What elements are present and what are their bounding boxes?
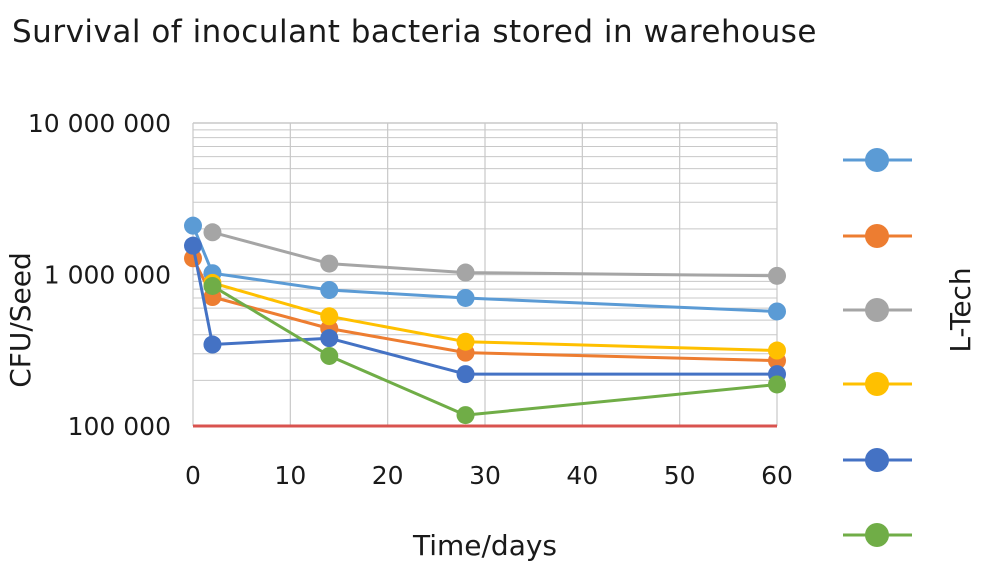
data-point: [203, 276, 222, 295]
series-1: [184, 216, 786, 321]
x-tick-label: 0: [185, 461, 201, 490]
data-point: [320, 281, 339, 300]
y-axis-title: CFU/Seed: [4, 252, 37, 388]
legend-marker: [865, 148, 889, 172]
legend-item-6: [843, 523, 912, 547]
data-point: [456, 332, 475, 351]
data-point: [456, 263, 475, 282]
x-tick-label: 50: [664, 461, 696, 490]
data-point: [768, 341, 786, 360]
legend-marker: [865, 448, 889, 472]
data-point: [320, 346, 339, 365]
series-line: [212, 230, 778, 278]
x-tick-label: 40: [566, 461, 598, 490]
data-point: [768, 302, 786, 321]
series-line: [212, 281, 778, 352]
data-point: [768, 375, 786, 394]
legend-item-4: [843, 372, 912, 396]
legend-item-1: [843, 148, 912, 172]
x-tick-label: 60: [761, 461, 793, 490]
series-group: [184, 216, 786, 425]
y-tick-label: 10 000 000: [28, 109, 171, 138]
data-point: [456, 365, 475, 384]
data-point: [184, 236, 202, 255]
legend-title: L-Tech: [944, 267, 977, 352]
legend-item-2: [843, 224, 912, 248]
data-point: [320, 329, 339, 348]
data-point: [320, 254, 339, 273]
data-point: [320, 307, 339, 326]
data-point: [184, 216, 202, 235]
legend-marker: [865, 372, 889, 396]
x-tick-label: 20: [372, 461, 404, 490]
series-6: [203, 276, 786, 425]
legend-marker: [865, 224, 889, 248]
x-tick-label: 30: [469, 461, 501, 490]
legend: [843, 148, 912, 547]
series-3: [203, 223, 786, 285]
y-tick-label: 100 000: [68, 412, 171, 441]
data-point: [203, 223, 222, 242]
legend-marker: [865, 298, 889, 322]
legend-marker: [865, 523, 889, 547]
data-point: [768, 266, 786, 285]
data-point: [456, 288, 475, 307]
x-tick-label: 10: [274, 461, 306, 490]
data-point: [203, 335, 222, 354]
x-axis-title: Time/days: [412, 529, 557, 562]
legend-item-5: [843, 448, 912, 472]
series-line: [211, 284, 778, 417]
y-tick-label: 1 000 000: [44, 261, 171, 290]
tick-labels: 0 10 20 30 40 50 60 100 000 1 000 000 10 000 000: [28, 109, 793, 490]
data-point: [456, 406, 475, 425]
legend-item-3: [843, 298, 912, 322]
chart-title: Survival of inoculant bacteria stored in…: [12, 14, 817, 50]
series-4: [203, 273, 786, 360]
